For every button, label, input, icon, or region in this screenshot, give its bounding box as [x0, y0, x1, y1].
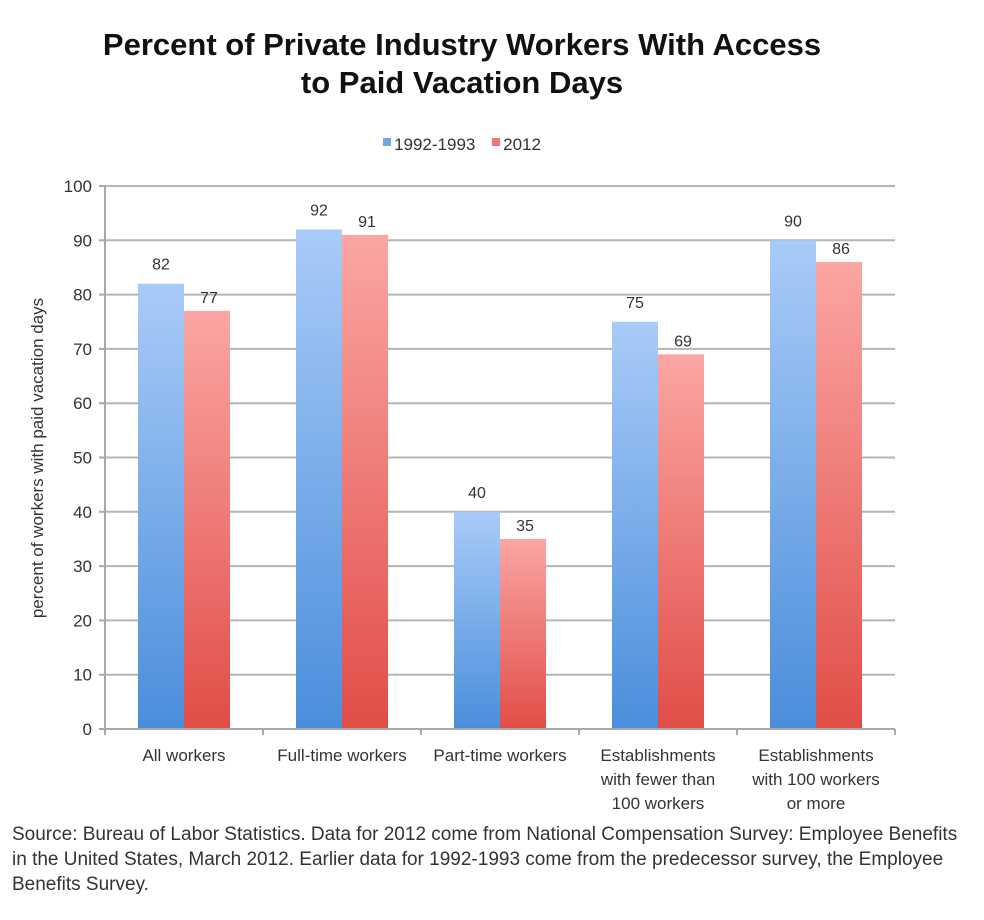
x-tick-label-4-1: with 100 workers: [751, 770, 880, 789]
bar-2012-4: [816, 262, 862, 729]
data-label-1992-1993-2: 40: [468, 485, 486, 502]
legend-swatch-2012: [492, 138, 501, 146]
legend-swatch-1992-1993: [383, 138, 392, 146]
y-tick-label-80: 80: [73, 286, 92, 305]
bar-1992-1993-0: [138, 283, 184, 729]
data-label-1992-1993-3: 75: [626, 295, 644, 312]
bar-1992-1993-3: [612, 321, 658, 729]
y-tick-label-50: 50: [73, 449, 92, 468]
legend-label-1992-1993: 1992-1993: [394, 135, 476, 154]
y-tick-label-20: 20: [73, 611, 92, 630]
bar-2012-3: [658, 354, 704, 729]
data-label-1992-1993-1: 92: [310, 202, 328, 219]
y-tick-label-60: 60: [73, 394, 92, 413]
bar-2012-0: [184, 310, 230, 729]
legend: 1992-1993 2012: [0, 134, 924, 155]
chart-title-line-1: Percent of Private Industry Workers With…: [102, 27, 822, 62]
y-tick-label-30: 30: [73, 557, 92, 576]
bar-2012-1: [342, 234, 388, 729]
y-tick-label-70: 70: [73, 340, 92, 359]
y-tick-label-100: 100: [64, 177, 92, 196]
labels: 0 10 20 30 40 50 60 70 80 90 100 82 77 All workers 92 9…: [64, 177, 880, 813]
y-tick-label-40: 40: [73, 503, 92, 522]
y-tick-label-10: 10: [73, 666, 92, 685]
x-tick-label-4-2: or more: [787, 794, 846, 813]
x-tick-label-3-2: 100 workers: [612, 794, 705, 813]
x-tick-label-4-0: Establishments: [758, 746, 873, 765]
data-label-2012-0: 77: [200, 290, 218, 307]
x-tick-label-0-0: All workers: [142, 746, 225, 765]
source-note: Source: Bureau of Labor Statistics. Data…: [12, 824, 958, 895]
x-tick-label-3-1: with fewer than: [600, 770, 715, 789]
bar-1992-1993-4: [770, 240, 816, 730]
y-axis-label: percent of workers with paid vacation da…: [28, 298, 47, 618]
data-label-2012-2: 35: [516, 518, 534, 535]
legend-item-2012: 2012: [492, 135, 541, 155]
bar-2012-2: [500, 538, 546, 729]
chart-title: Percent of Private Industry Workers With…: [0, 26, 924, 102]
x-tick-label-1-0: Full-time workers: [277, 746, 406, 765]
bars: [138, 229, 862, 730]
legend-label-2012: 2012: [503, 135, 541, 154]
y-tick-label-0: 0: [83, 720, 92, 739]
data-label-1992-1993-0: 82: [152, 257, 170, 274]
axes: [99, 185, 896, 735]
data-label-2012-1: 91: [358, 214, 376, 231]
x-tick-label-2-0: Part-time workers: [433, 746, 566, 765]
data-label-2012-4: 86: [832, 241, 850, 258]
chart-title-line-2: to Paid Vacation Days: [300, 65, 624, 100]
x-tick-label-3-0: Establishments: [600, 746, 715, 765]
bar-1992-1993-2: [454, 511, 500, 729]
chart-plot: 0 10 20 30 40 50 60 70 80 90 100 82 77 All workers 92 9…: [28, 177, 896, 813]
legend-item-1992-1993: 1992-1993: [383, 135, 475, 155]
y-tick-label-90: 90: [73, 231, 92, 250]
data-label-1992-1993-4: 90: [784, 213, 802, 230]
data-label-2012-3: 69: [674, 333, 692, 350]
bar-1992-1993-1: [296, 229, 342, 729]
